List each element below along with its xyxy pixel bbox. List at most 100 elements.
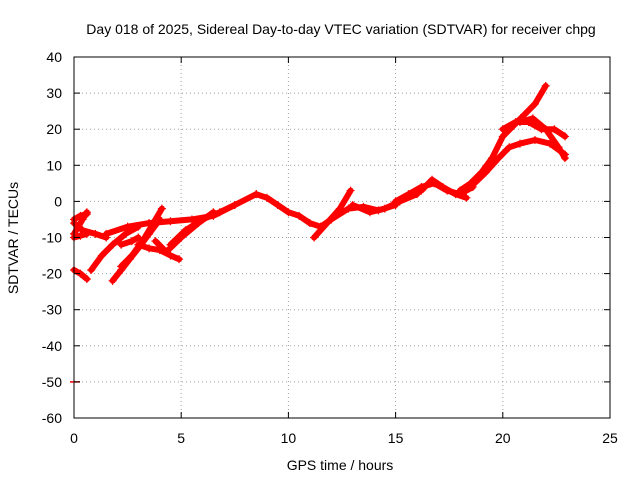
point-pass-22-0 [498,125,507,134]
point-pass-11-1 [145,244,154,253]
point-pass-10-0 [117,240,126,249]
point-pass-06-1 [97,251,106,260]
series-line-pass-08 [103,191,260,237]
point-pass-12-1 [162,247,171,256]
y-tick-label-40: 40 [46,49,62,65]
point-pass-20-0 [455,186,464,195]
point-pass-07-0 [108,276,117,285]
point-pass-11-3 [166,251,175,260]
y-tick-label-10: 10 [46,157,62,173]
point-pass-03-1 [74,222,83,231]
point-pass-14-4 [295,211,304,220]
point-pass-21-3 [505,143,514,152]
point-pass-22-4 [550,125,559,134]
y-tick-label--50: -50 [42,374,62,390]
point-pass-19-5 [462,193,471,202]
x-axis-title: GPS time / hours [287,457,394,473]
y-tick-label-30: 30 [46,85,62,101]
series-pass-19 [402,175,471,202]
point-pass-08-4 [187,215,196,224]
x-tick-label-20: 20 [495,430,511,446]
point-pass-14-5 [305,219,314,228]
point-pass-08-3 [166,217,175,226]
point-pass-15-1 [322,219,331,228]
point-pass-10-1 [127,237,136,246]
point-pass-17-0 [348,201,357,210]
chart-title: Day 018 of 2025, Sidereal Day-to-day VTE… [86,21,595,37]
point-pass-20-7 [530,99,539,108]
point-pass-14-0 [252,190,261,199]
point-pass-18-0 [391,197,400,206]
point-pass-06-0 [87,265,96,274]
point-pass-19-0 [402,193,411,202]
point-pass-14-1 [262,193,271,202]
point-pass-23-2 [541,125,550,134]
point-pass-09-1 [127,251,136,260]
point-pass-15-0 [310,233,319,242]
point-pass-04-1 [76,231,85,240]
series-pass-14 [252,190,336,231]
point-pass-17-1 [365,208,374,217]
point-pass-19-2 [428,175,437,184]
y-tick-label-0: 0 [54,193,62,209]
point-pass-14-2 [273,201,282,210]
point-pass-16-1 [344,204,353,213]
point-pass-08-1 [123,222,132,231]
x-tick-label-0: 0 [70,430,78,446]
point-pass-23-3 [554,143,563,152]
point-pass-21-5 [530,136,539,145]
point-pass-17-2 [380,204,389,213]
point-pass-16-0 [327,215,336,224]
point-pass-13-3 [215,208,224,217]
point-pass-21-4 [515,139,524,148]
series-line-pass-13 [167,202,238,248]
series-pass-15 [310,186,355,242]
point-pass-23-0 [515,117,524,126]
y-tick-label-20: 20 [46,121,62,137]
y-tick-label--60: -60 [42,410,62,426]
series-layer [70,81,569,383]
point-pass-19-3 [438,182,447,191]
point-pass-09-3 [149,219,158,228]
x-tick-label-15: 15 [388,430,404,446]
point-pass-23-1 [528,114,537,123]
point-pass-13-4 [230,201,239,210]
point-pass-20-6 [520,110,529,119]
x-tick-label-10: 10 [281,430,297,446]
point-pass-11-0 [134,240,143,249]
series-pass-09 [117,204,166,271]
point-pass-13-0 [166,240,175,249]
series-pass-01 [70,265,91,284]
point-pass-08-0 [102,229,111,238]
point-pass-23-4 [560,154,569,163]
series-pass-23 [515,114,569,163]
point-pass-06-3 [121,229,130,238]
point-pass-19-1 [417,186,426,195]
point-pass-10-2 [134,233,143,242]
series-pass-22 [498,117,569,141]
series-pass-13 [166,201,239,249]
point-pass-13-1 [181,226,190,235]
point-pass-21-2 [494,154,503,163]
point-pass-22-5 [560,132,569,141]
y-tick-label--30: -30 [42,302,62,318]
point-pass-14-3 [284,208,293,217]
point-pass-11-4 [175,255,184,264]
y-axis-title: SDTVAR / TECUs [5,182,21,294]
point-pass-20-8 [541,81,550,90]
point-pass-12-0 [151,237,160,246]
point-pass-05-1 [76,211,85,220]
tick-layer: 0 5 10 15 20 25 -60 -50 -40 -30 -20 -10 0 10 20 30 40 [42,49,618,446]
point-pass-21-1 [481,168,490,177]
point-pass-19-4 [451,190,460,199]
point-pass-09-0 [117,262,126,271]
point-pass-04-2 [82,229,91,238]
series-line-pass-21 [467,137,568,190]
y-tick-label--40: -40 [42,338,62,354]
y-tick-label--20: -20 [42,266,62,282]
point-pass-02-2 [91,229,100,238]
point-pass-21-0 [466,182,475,191]
series-pass-10 [117,233,143,249]
point-pass-09-4 [157,204,166,213]
